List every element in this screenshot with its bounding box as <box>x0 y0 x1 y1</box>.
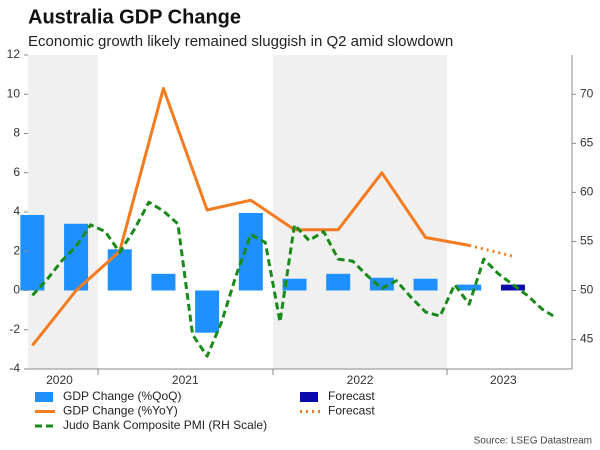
legend-label: GDP Change (%QoQ) <box>63 389 182 403</box>
legend: GDP Change (%QoQ) Forecast GDP Change (%Yo… <box>35 389 375 432</box>
year-band <box>273 55 447 369</box>
bar <box>457 284 482 291</box>
y-tick-label: 4 <box>13 204 20 218</box>
line <box>31 86 470 347</box>
y-tick-label: -2 <box>9 322 20 336</box>
line <box>31 200 558 358</box>
x-tick-label: 2023 <box>490 373 517 387</box>
legend-label: Judo Bank Composite PMI (RH Scale) <box>63 418 267 432</box>
year-band <box>28 55 98 369</box>
bar <box>238 212 263 291</box>
plot-area <box>20 86 558 358</box>
y2-tick-label: 45 <box>580 332 594 346</box>
bar <box>20 214 45 291</box>
x-tick-label: 2021 <box>172 373 199 387</box>
chart-subtitle: Economic growth likely remained sluggish… <box>28 33 453 50</box>
y-tick-label: -4 <box>9 361 20 375</box>
line <box>468 243 514 258</box>
y-tick-label: 0 <box>13 283 20 297</box>
y2-tick-label: 65 <box>580 135 594 149</box>
bar <box>195 290 220 333</box>
legend-label: Forecast <box>328 389 375 403</box>
y2-tick-label: 50 <box>580 283 594 297</box>
x-tick-label: 2020 <box>46 373 73 387</box>
y-tick-label: 2 <box>13 243 20 257</box>
source: Source: LSEG Datastream <box>474 436 592 447</box>
y2-tick-label: 60 <box>580 185 594 199</box>
x-tick-label: 2022 <box>347 373 374 387</box>
y-tick-label: 6 <box>13 165 20 179</box>
bar <box>369 277 394 291</box>
legend-swatch <box>35 392 53 402</box>
bar <box>151 273 176 291</box>
legend-label: GDP Change (%YoY) <box>63 404 178 418</box>
bar <box>413 278 438 291</box>
y2-tick-label: 70 <box>580 86 594 100</box>
bar <box>282 278 307 291</box>
legend-label: Forecast <box>328 404 375 418</box>
y-tick-label: 8 <box>13 126 20 140</box>
bar <box>326 273 351 291</box>
bar <box>500 284 525 291</box>
y-tick-label: 10 <box>7 86 21 100</box>
y2-tick-label: 55 <box>580 234 594 248</box>
y-tick-label: 12 <box>7 47 21 61</box>
legend-swatch <box>300 392 318 402</box>
chart-title: Australia GDP Change <box>28 6 241 28</box>
bar <box>107 249 132 291</box>
